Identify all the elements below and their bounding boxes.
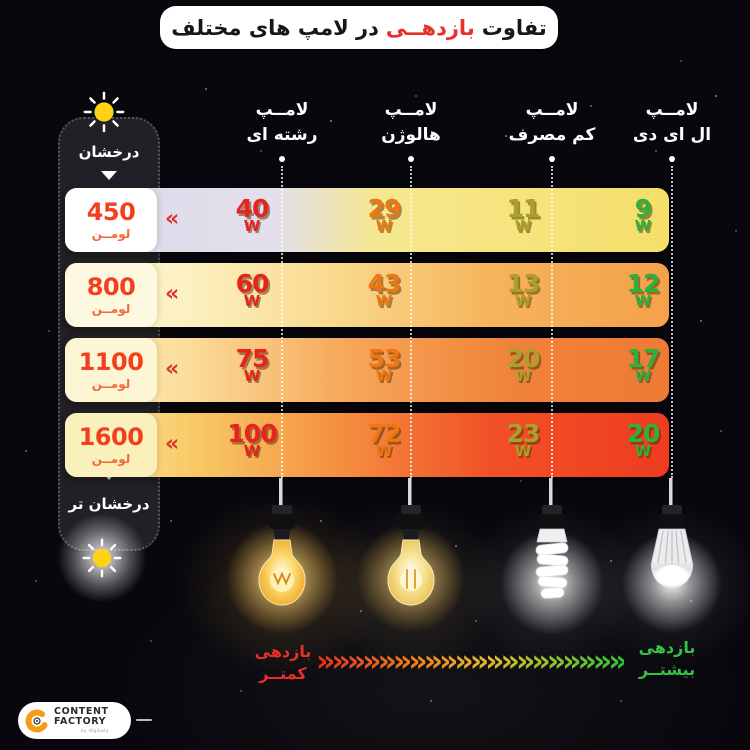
watt-cell: 20 W: [506, 344, 541, 385]
sun-icon: [83, 91, 125, 133]
halogen-bulb-illustration: [357, 478, 465, 632]
table-row-1100-lumen: 1100 لومــن « 75 W 53 W 20 W 17 W: [65, 338, 669, 402]
column-header-cfl: لامــپ کم مصرف: [482, 98, 622, 147]
label-line1: بازدهی: [254, 642, 312, 661]
bright-label: درخشان: [78, 143, 140, 161]
cfl-bulb-illustration: [500, 478, 604, 635]
column-dot: [408, 156, 414, 162]
column-guide-line: [410, 166, 412, 478]
logo-c-icon: [25, 709, 49, 732]
brightness-rail: درخشان درخشان تر: [58, 117, 160, 551]
header-line2: هالوژن: [381, 124, 441, 145]
watt-cell: 11 W: [506, 194, 541, 235]
guillemet-marker: «: [165, 431, 180, 457]
lumen-unit: لومــن: [91, 301, 131, 316]
column-guide-line: [281, 166, 283, 478]
glowing-sun-icon: [82, 538, 122, 578]
watt-cell: 23 W: [506, 419, 541, 460]
lumen-label: 800 لومــن: [65, 263, 157, 327]
label-line1: بازدهی: [638, 638, 696, 657]
watt-cell: 20 W: [626, 419, 661, 460]
column-guide-line: [671, 166, 673, 478]
header-line2: رشته ای: [246, 124, 318, 145]
column-dot: [549, 156, 555, 162]
guillemet-marker: «: [165, 206, 180, 232]
watt-cell: 43 W: [367, 269, 402, 310]
lumen-label: 1100 لومــن: [65, 338, 157, 402]
table-row-800-lumen: 800 لومــن « 60 W 43 W 13 W 12 W: [65, 263, 669, 327]
title-part2: در لامپ های مختلف: [171, 15, 379, 40]
arrow-down-icon: [101, 171, 117, 180]
lumen-value: 800: [86, 272, 136, 301]
label-line2: بیشتــر: [638, 659, 696, 679]
lumen-value: 1600: [78, 422, 144, 451]
watt-cell: 12 W: [626, 269, 661, 310]
lumen-label: 1600 لومــن: [65, 413, 157, 477]
star-speckles: [0, 0, 2, 2]
header-line1: لامــپ: [645, 100, 699, 120]
header-line2: کم مصرف: [508, 124, 596, 145]
title-highlight: بازدهــی: [385, 15, 475, 40]
lumen-unit: لومــن: [91, 226, 131, 241]
watt-cell: 29 W: [367, 194, 402, 235]
efficiency-more-label: بازدهی بیشتــر: [627, 637, 707, 680]
lumen-value: 1100: [78, 347, 144, 376]
watt-cell: 60 W: [235, 269, 270, 310]
logo-tagline: by digikala: [80, 729, 109, 735]
lumen-label: 450 لومــن: [65, 188, 157, 252]
efficiency-gradient-chevrons: »»»»»»»»»»»»»»»»»»»»»»»»»»»»»»: [316, 644, 624, 678]
lumen-unit: لومــن: [91, 451, 131, 466]
watt-cell: 40 W: [235, 194, 270, 235]
column-dot: [279, 156, 285, 162]
logo-line2: FACTORY: [54, 716, 107, 728]
column-guide-line: [551, 166, 553, 478]
logo-line1: CONTENT: [54, 705, 109, 717]
efficiency-less-label: بازدهی کمتــر: [243, 641, 323, 684]
guillemet-marker: «: [165, 356, 180, 382]
lumen-value: 450: [86, 197, 136, 226]
table-row-1600-lumen: 1600 لومــن « 100 W 72 W 23 W 20 W: [65, 413, 669, 477]
watt-cell: 53 W: [367, 344, 402, 385]
incandescent-bulb-illustration: [226, 478, 338, 634]
watt-cell: 13 W: [506, 269, 541, 310]
column-header-halogen: لامــپ هالوژن: [341, 98, 481, 147]
column-header-led: لامــپ ال ای دی: [602, 98, 742, 147]
brighter-label: درخشان تر: [68, 495, 150, 513]
guillemet-marker: «: [165, 281, 180, 307]
lumen-unit: لومــن: [91, 376, 131, 391]
header-line1: لامــپ: [525, 100, 579, 120]
watt-cell: 17 W: [626, 344, 661, 385]
watt-cell: 72 W: [367, 419, 402, 460]
led-bulb-illustration: [622, 478, 722, 633]
content-factory-logo: CONTENT FACTORY by digikala: [18, 702, 131, 739]
watt-cell: 75 W: [235, 344, 270, 385]
logo-wordmark: CONTENT FACTORY by digikala: [54, 705, 109, 735]
title-part1: تفاوت: [481, 15, 547, 40]
header-line1: لامــپ: [255, 100, 309, 120]
column-header-incandescent: لامــپ رشته ای: [212, 98, 352, 147]
column-dot: [669, 156, 675, 162]
watt-cell: 100 W: [227, 419, 277, 460]
label-line2: کمتــر: [259, 663, 307, 683]
header-line2: ال ای دی: [632, 124, 712, 145]
page-title: تفاوت بازدهــی در لامپ های مختلف: [160, 6, 558, 49]
logo-dash-line: [136, 719, 152, 721]
header-line1: لامــپ: [384, 100, 438, 120]
